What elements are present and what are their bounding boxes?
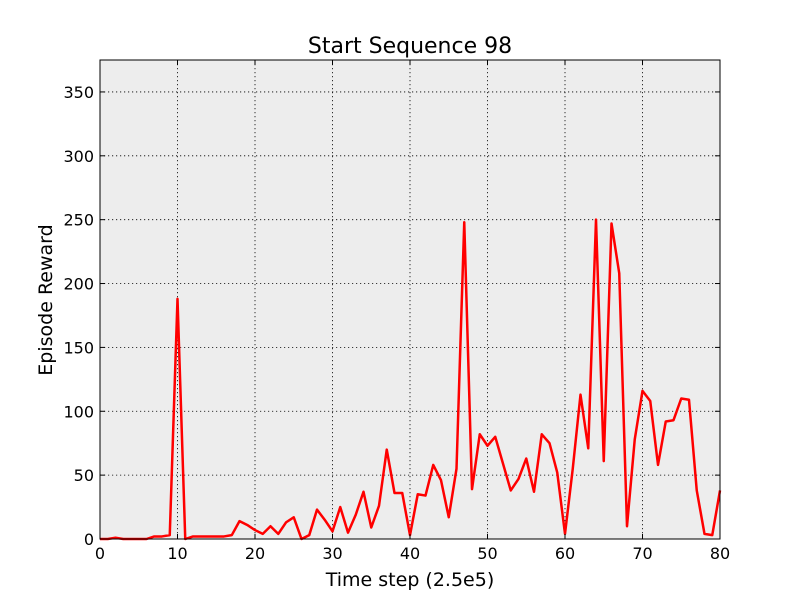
- x-tick-label: 0: [95, 544, 105, 563]
- x-tick-label: 80: [710, 544, 730, 563]
- x-tick-label: 20: [245, 544, 265, 563]
- y-tick-label: 150: [63, 338, 94, 357]
- x-tick-label: 40: [400, 544, 420, 563]
- x-axis-title: Time step (2.5e5): [325, 569, 495, 591]
- chart-title: Start Sequence 98: [308, 34, 512, 59]
- y-tick-label: 300: [63, 147, 94, 166]
- plot-background: [100, 60, 720, 539]
- x-tick-label: 70: [632, 544, 652, 563]
- y-tick-label: 250: [63, 211, 94, 230]
- y-axis-title: Episode Reward: [35, 224, 57, 375]
- y-tick-label: 50: [74, 466, 94, 485]
- y-tick-label: 200: [63, 275, 94, 294]
- y-tick-label: 350: [63, 83, 94, 102]
- x-tick-label: 10: [167, 544, 187, 563]
- x-tick-label: 30: [322, 544, 342, 563]
- x-tick-label: 50: [477, 544, 497, 563]
- x-tick-label: 60: [555, 544, 575, 563]
- ticks: 0 10 20 30 40 50 60 70 80 0 50 100 150 200 250 300 350: [63, 60, 730, 563]
- y-tick-label: 0: [84, 530, 94, 549]
- y-tick-label: 100: [63, 402, 94, 421]
